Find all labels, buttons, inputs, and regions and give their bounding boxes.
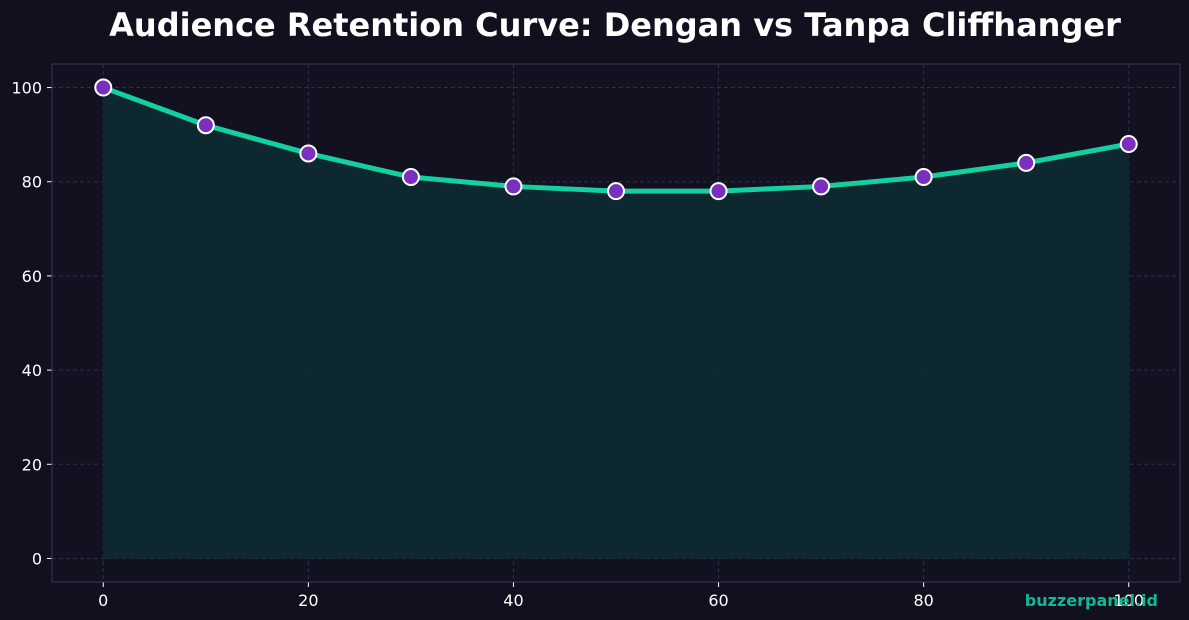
y-tick-label: 60 <box>22 267 42 286</box>
x-axis-ticks: 0 20 40 60 80 100 <box>98 582 1144 610</box>
x-tick-label: 0 <box>98 591 108 610</box>
axes-frame <box>51 63 1181 583</box>
x-tick-label: 80 <box>913 591 933 610</box>
data-point <box>812 177 831 196</box>
data-point <box>1017 153 1036 172</box>
data-point <box>401 168 420 187</box>
data-point <box>196 116 215 135</box>
chart-title: Audience Retention Curve: Dengan vs Tanp… <box>109 6 1121 44</box>
watermark: buzzerpanel.id <box>1025 591 1158 610</box>
area-fill <box>103 87 1129 559</box>
x-tick-label: 40 <box>503 591 523 610</box>
y-tick-label: 0 <box>32 549 42 568</box>
x-tick-label: 60 <box>708 591 728 610</box>
data-point <box>914 168 933 187</box>
data-point <box>1119 135 1138 154</box>
data-point <box>94 78 113 97</box>
data-point <box>504 177 523 196</box>
y-tick-label: 20 <box>22 455 42 474</box>
y-tick-label: 80 <box>22 173 42 192</box>
data-point <box>607 182 625 201</box>
y-axis-ticks: 0 20 40 60 80 100 <box>11 79 52 568</box>
x-tick-label: 20 <box>298 591 318 610</box>
data-point <box>709 182 728 201</box>
y-tick-label: 40 <box>22 361 42 380</box>
y-tick-label: 100 <box>11 79 42 98</box>
data-points <box>94 78 1138 201</box>
x-tick-label: 100 <box>1113 591 1144 610</box>
data-point <box>299 144 318 163</box>
